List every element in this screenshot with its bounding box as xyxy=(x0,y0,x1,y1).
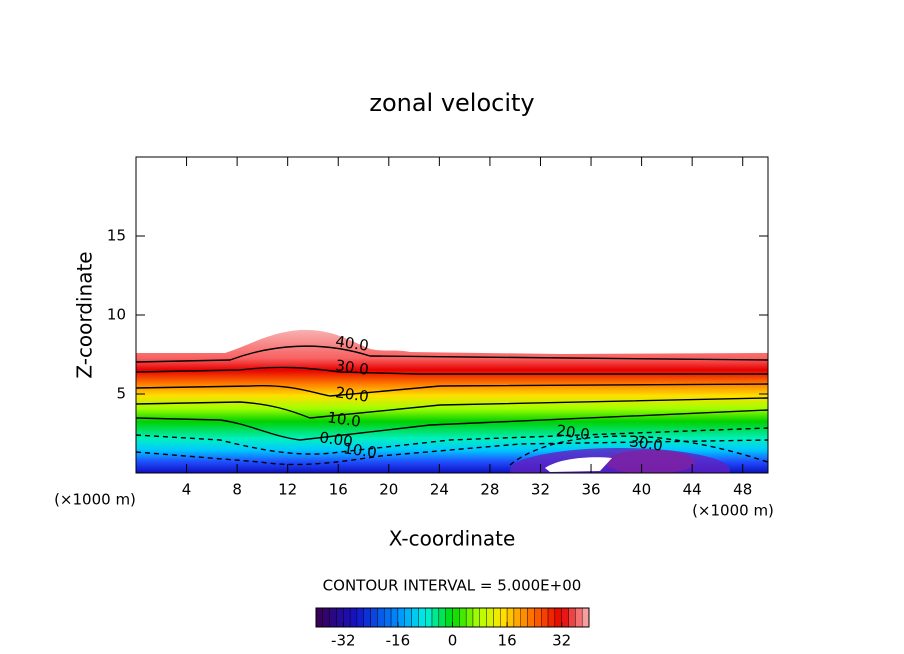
colorbar-swatch xyxy=(445,607,453,628)
contour-label: 20.0 xyxy=(334,383,370,405)
x-tick-label: 8 xyxy=(232,481,242,499)
colorbar-swatch xyxy=(411,607,419,628)
contour-label: 10.0 xyxy=(342,439,378,461)
colorbar-swatch xyxy=(506,607,515,628)
colorbar-tick-label: -32 xyxy=(331,632,356,650)
colorbar-swatch xyxy=(534,607,542,628)
colorbar-swatch xyxy=(349,607,358,628)
colorbar-tick-label: 32 xyxy=(552,632,571,650)
colorbar-swatch xyxy=(384,607,392,628)
colorbar-swatch xyxy=(418,607,426,628)
contour-label: 10.0 xyxy=(326,408,362,430)
colorbar-swatch xyxy=(404,607,412,628)
y-tick-label: 10 xyxy=(107,306,126,324)
contour-label: 30.0 xyxy=(628,432,664,454)
colorbar-swatch xyxy=(500,607,508,628)
colorbar-swatch xyxy=(479,607,487,628)
contour-field xyxy=(136,329,768,473)
x-tick-label: 32 xyxy=(531,481,550,499)
colorbar-swatch xyxy=(541,607,549,628)
x-tick-label: 44 xyxy=(683,481,702,499)
colorbar-tick-label: 0 xyxy=(448,632,458,650)
y-tick-label: 5 xyxy=(116,385,126,403)
chart-title: zonal velocity xyxy=(369,89,534,117)
x-tick-label: 16 xyxy=(329,481,348,499)
colorbar-swatch xyxy=(520,607,528,628)
colorbar-tick-label: -16 xyxy=(386,632,411,650)
colorbar-swatch xyxy=(425,607,433,628)
colorbar-swatch xyxy=(513,607,521,628)
colorbar-swatch xyxy=(452,607,460,628)
y-axis-label: Z-coordinate xyxy=(73,251,97,378)
x-tick-label: 24 xyxy=(430,481,449,499)
x-axis-label: X-coordinate xyxy=(389,527,516,551)
x-tick-label: 28 xyxy=(480,481,499,499)
colorbar-swatch xyxy=(561,607,569,628)
colorbar-swatch xyxy=(554,607,562,628)
contour-label: 30.0 xyxy=(334,356,370,378)
colorbar-swatch xyxy=(356,607,364,628)
colorbar-swatch xyxy=(397,607,405,628)
colorbar-swatch xyxy=(472,607,481,628)
colorbar-swatch xyxy=(343,607,351,628)
colorbar-swatch xyxy=(363,607,371,628)
colorbar-swatch xyxy=(547,607,556,628)
x-unit-label: (×1000 m) xyxy=(54,491,136,509)
colorbar-swatch xyxy=(370,607,378,628)
colorbar-swatch xyxy=(493,607,501,628)
colorbar-swatch xyxy=(527,607,535,628)
x-tick-label: 4 xyxy=(182,481,192,499)
colorbar-swatch xyxy=(465,607,474,628)
colorbar-swatch xyxy=(581,607,590,628)
colorbar-swatch xyxy=(336,607,344,628)
x-tick-label: 20 xyxy=(379,481,398,499)
colorbar-swatch xyxy=(329,607,337,628)
colorbar-swatch xyxy=(315,607,324,628)
x-tick-label: 40 xyxy=(632,481,651,499)
x-tick-label: 36 xyxy=(581,481,600,499)
contour-label: 0.00 xyxy=(318,428,354,450)
contour-label: 20.0 xyxy=(555,421,591,443)
colorbar-swatch xyxy=(322,607,330,628)
x-tick-label: 48 xyxy=(733,481,752,499)
x-unit-label: (×1000 m) xyxy=(692,502,774,520)
colorbar-swatch xyxy=(438,607,446,628)
colorbar-swatch xyxy=(459,607,467,628)
colorbar-tick-label: 16 xyxy=(498,632,517,650)
contour-label: 40.0 xyxy=(334,332,370,354)
colorbar-swatch xyxy=(390,607,399,628)
colorbar-swatch xyxy=(431,607,440,628)
contour-interval: CONTOUR INTERVAL = 5.000E+00 xyxy=(323,577,582,595)
x-tick-label: 12 xyxy=(278,481,297,499)
colorbar-swatch xyxy=(568,607,576,628)
colorbar-swatch xyxy=(377,607,385,628)
colorbar-swatch xyxy=(575,607,583,628)
y-tick-label: 15 xyxy=(107,227,126,245)
colorbar-swatch xyxy=(486,607,494,628)
